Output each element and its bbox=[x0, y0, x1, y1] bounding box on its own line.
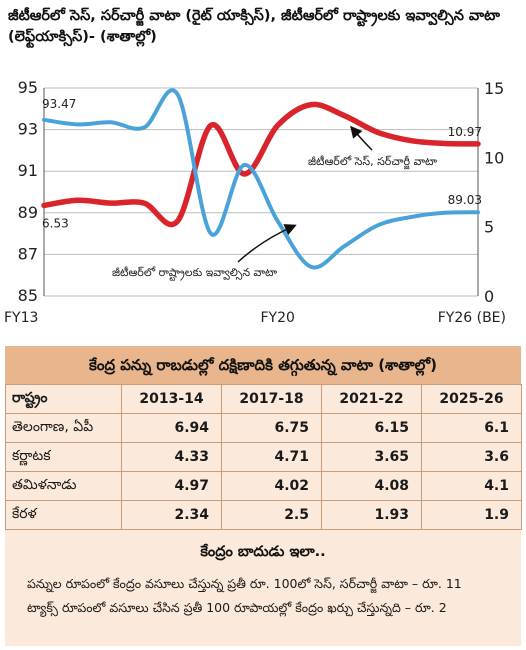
data-label-start: 93.47 bbox=[42, 97, 76, 111]
share-table: రాష్ట్రం 2013-14 2017-18 2021-22 2025-26… bbox=[5, 384, 522, 530]
column-header-state: రాష్ట్రం bbox=[5, 384, 122, 414]
annotation-arrow bbox=[350, 125, 373, 151]
x-tick-label: FY20 bbox=[260, 310, 294, 326]
value-cell: 6.1 bbox=[421, 413, 522, 443]
table-row: కర్ణాటక 4.33 4.71 3.65 3.6 bbox=[5, 442, 522, 472]
table-panel: కేంద్ర పన్ను రాబడుల్లో దక్షిణాదికి తగ్గు… bbox=[5, 346, 522, 646]
column-header-2025-26: 2025-26 bbox=[421, 384, 522, 414]
y-left-tick-label: 93 bbox=[18, 120, 38, 139]
chart-title: జీటీఆర్‌లో సెస్‌, సర్‌చార్జీ వాటా (రైట్‌… bbox=[8, 8, 500, 46]
data-label-end: 89.03 bbox=[448, 193, 482, 207]
column-header-2021-22: 2021-22 bbox=[321, 384, 422, 414]
fact-text: ట్యాక్స్‌ రూపంలో వసూలు చేసిన ప్రతీ 100 ర… bbox=[27, 600, 447, 615]
y-right-tick-label: 5 bbox=[484, 218, 494, 237]
value-cell: 6.15 bbox=[321, 413, 422, 443]
data-label-start: 6.53 bbox=[42, 216, 69, 230]
fact-text: పన్నుల రూపంలో కేంద్రం వసూలు చేస్తున్న ప్… bbox=[27, 576, 462, 591]
state-cell: కర్ణాటక bbox=[5, 442, 122, 472]
value-cell: 3.6 bbox=[421, 442, 522, 472]
series-annotation-states-share: జీటీఆర్‌లో రాష్ట్రాలకు ఇవ్వాల్సిన వాటా bbox=[112, 266, 277, 281]
value-cell: 4.97 bbox=[121, 471, 222, 501]
value-cell: 6.94 bbox=[121, 413, 222, 443]
table-row: కేరళ 2.34 2.5 1.93 1.9 bbox=[5, 500, 522, 530]
column-header-2013-14: 2013-14 bbox=[121, 384, 222, 414]
state-cell: కేరళ bbox=[5, 500, 122, 530]
facts-heading: కేంద్రం బాదుడు ఇలా.. bbox=[200, 544, 326, 560]
column-header-2017-18: 2017-18 bbox=[221, 384, 322, 414]
value-cell: 4.33 bbox=[121, 442, 222, 472]
state-cell: తెలంగాణ, ఏపీ bbox=[5, 413, 122, 443]
table-title: కేంద్ర పన్ను రాబడుల్లో దక్షిణాదికి తగ్గు… bbox=[5, 346, 521, 384]
x-tick-label: FY13 bbox=[4, 310, 38, 326]
value-cell: 4.1 bbox=[421, 471, 522, 501]
fact-item: పన్నుల రూపంలో కేంద్రం వసూలు చేస్తున్న ప్… bbox=[27, 572, 513, 596]
data-label-end: 10.97 bbox=[448, 125, 482, 139]
series-annotation-cess-share: జీటీఆర్‌లో సెస్‌, సర్‌చార్జీ వాటా bbox=[308, 155, 437, 170]
y-right-tick-label: 0 bbox=[484, 287, 494, 306]
chart-panel: 85 87 89 91 93 95 0 5 10 15 FY13 FY20 FY26 (BE) 93.47… bbox=[4, 8, 506, 326]
y-right-tick-label: 15 bbox=[484, 79, 504, 98]
y-right-tick-label: 10 bbox=[484, 148, 504, 167]
line-chart: 85 87 89 91 93 95 0 5 10 15 FY13 FY20 FY26 (BE) 93.47… bbox=[4, 78, 506, 326]
value-cell: 1.93 bbox=[321, 500, 422, 530]
annotation-arrow bbox=[237, 224, 297, 263]
value-cell: 3.65 bbox=[321, 442, 422, 472]
value-cell: 6.75 bbox=[221, 413, 322, 443]
value-cell: 2.5 bbox=[221, 500, 322, 530]
table-row: తమిళనాడు 4.97 4.02 4.08 4.1 bbox=[5, 471, 522, 501]
table-row: తెలంగాణ, ఏపీ 6.94 6.75 6.15 6.1 bbox=[5, 413, 522, 443]
x-tick-label: FY26 (BE) bbox=[438, 310, 506, 326]
y-left-tick-label: 91 bbox=[18, 161, 38, 180]
y-left-tick-label: 85 bbox=[18, 286, 38, 305]
value-cell: 4.08 bbox=[321, 471, 422, 501]
series-line-states-share bbox=[42, 88, 480, 270]
value-cell: 4.71 bbox=[221, 442, 322, 472]
value-cell: 1.9 bbox=[421, 500, 522, 530]
value-cell: 4.02 bbox=[221, 471, 322, 501]
y-left-tick-label: 89 bbox=[18, 203, 38, 222]
value-cell: 2.34 bbox=[121, 500, 222, 530]
fact-item: ట్యాక్స్‌ రూపంలో వసూలు చేసిన ప్రతీ 100 ర… bbox=[27, 596, 513, 620]
y-left-tick-label: 87 bbox=[18, 244, 38, 263]
state-cell: తమిళనాడు bbox=[5, 471, 122, 501]
y-left-tick-label: 95 bbox=[18, 78, 38, 97]
table-header-row: రాష్ట్రం 2013-14 2017-18 2021-22 2025-26 bbox=[5, 384, 522, 414]
